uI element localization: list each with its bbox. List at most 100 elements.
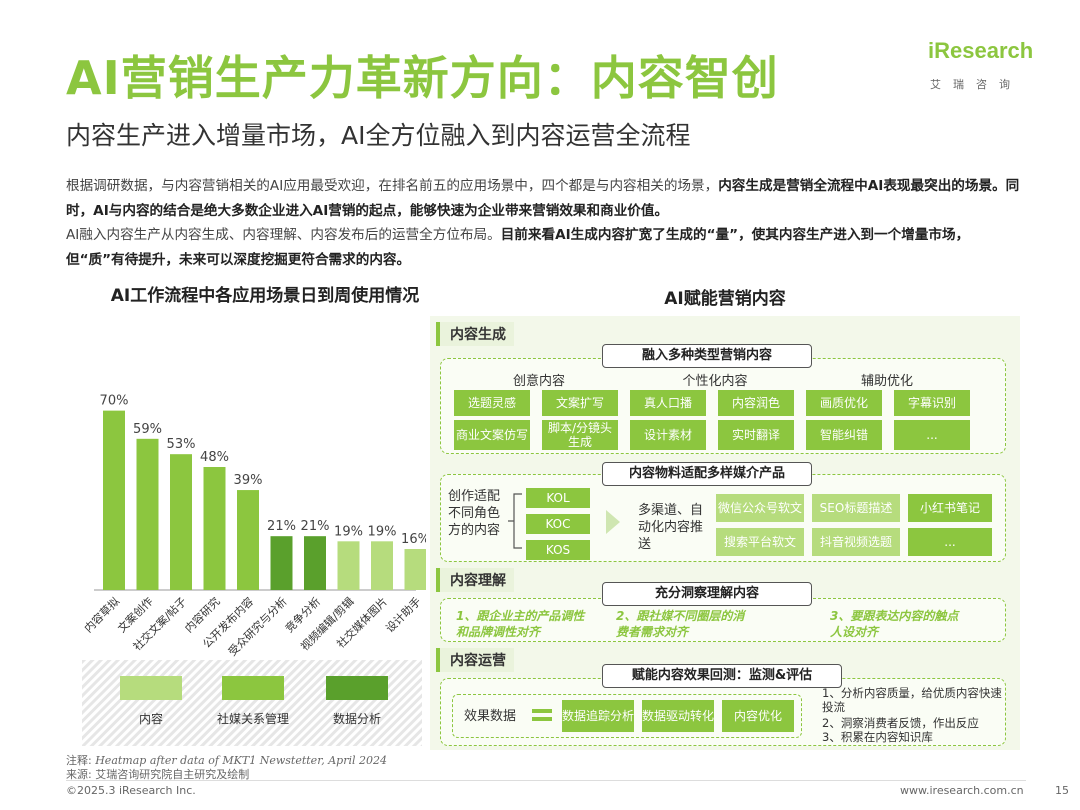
operation-inner-box (452, 694, 802, 738)
bar-9 (371, 541, 393, 590)
operation-pill: 赋能内容效果回测：监测&评估 (602, 664, 842, 688)
col-head-creative: 创意内容 (512, 374, 565, 389)
gen-box-9: 设计素材 (630, 420, 706, 450)
gen-box-12: ... (894, 420, 970, 450)
legend-swatch-content (120, 676, 182, 700)
media-pill: 内容物料适配多样媒介产品 (602, 462, 812, 486)
body-p2: AI融入内容生产从内容生成、内容理解、内容发布后的运营全方位布局。 (66, 227, 501, 243)
logo-sub: 艾瑞咨询 (930, 78, 1022, 91)
chart-title: AI工作流程中各应用场景日到周使用情况 (110, 286, 420, 306)
page-title: AI营销生产力革新方向：内容智创 (66, 51, 779, 105)
operation-box-1: 数据追踪分析 (562, 700, 634, 732)
footnote-note-label: 注释: (66, 754, 92, 767)
page-subtitle: 内容生产进入增量市场，AI全方位融入到内容运营全流程 (66, 121, 691, 150)
operation-box-3: 内容优化 (722, 700, 794, 732)
footer-site: www.iresearch.com.cn (900, 784, 1024, 797)
category-label-10: 设计助手 (383, 594, 424, 635)
operation-left-text: 效果数据 (464, 709, 517, 724)
bar-4 (203, 467, 226, 590)
section-label-understanding: 内容理解 (436, 568, 514, 592)
bar-value-label-6: 21% (267, 519, 296, 534)
bar-value-label-9: 19% (368, 524, 397, 539)
bar-8 (337, 541, 360, 590)
operation-box-2: 数据驱动转化 (642, 700, 714, 732)
bar-value-label-4: 48% (200, 450, 229, 465)
legend-bg (82, 660, 422, 746)
gen-box-1: 选题灵感 (454, 390, 530, 416)
gen-box-7: 商业文案仿写 (454, 420, 530, 450)
operation-note-2: 2、洞察消费者反馈，作出反应 (822, 716, 979, 730)
bar-value-label-8: 19% (334, 524, 363, 539)
gen-box-10: 实时翻译 (718, 420, 794, 450)
category-label-6: 受众研究与分析 (225, 594, 289, 658)
bar-10 (404, 549, 426, 590)
bar-7 (304, 536, 326, 590)
media-box-5: 抖音视频选题 (812, 528, 900, 556)
media-left-text: 创作适配不同角色方的内容 (448, 489, 501, 538)
bar-chart: 70%内容草拟59%文案创作53%社交文案/帖子48%内容研究39%公开发布内容… (81, 394, 426, 659)
understanding-item-3: 3、要跟表达内容的触点人设对齐 (830, 609, 959, 639)
bar-5 (237, 490, 259, 590)
gen-box-2: 文案扩写 (542, 390, 618, 416)
media-box-4: 搜索平台软文 (716, 528, 804, 556)
media-box-6: ... (908, 528, 992, 556)
footer-copyright: ©2025.3 iResearch Inc. (66, 784, 196, 797)
chart-legend: 内容 社媒关系管理 数据分析 (82, 660, 422, 746)
bracket-icon (508, 493, 522, 549)
bar-2 (136, 438, 159, 590)
media-box-2: SEO标题描述 (812, 494, 900, 522)
legend-label-content: 内容 (138, 712, 163, 726)
gen-box-3: 真人口播 (630, 390, 706, 416)
body-p2-bold: 目前来看AI生成内容扩宽了生成的“量”，使其内容生产进入到一个增量市场，但“质”… (66, 227, 970, 268)
right-panel-title: AI赋能营销内容 (664, 289, 786, 309)
bar-value-label-2: 59% (133, 422, 162, 437)
section-label-generation: 内容生成 (436, 322, 514, 346)
bar-value-label-3: 53% (167, 437, 196, 452)
footnote-note-text: Heatmap after data of MKT1 Newstetter, A… (95, 754, 388, 767)
body-paragraph: 根据调研数据，与内容营销相关的AI应用最受欢迎，在排名前五的应用场景中，四个都是… (66, 174, 1026, 272)
footer-divider (66, 780, 1026, 781)
tag-kol: KOL (526, 488, 590, 508)
body-p1-bold: 内容生成是营销全流程中AI表现最突出的场景。同时，AI与内容的结合是绝大多数企业… (66, 178, 1020, 219)
understanding-pill: 充分洞察理解内容 (602, 582, 812, 606)
tag-koc: KOC (526, 514, 590, 534)
arrow-right-icon (606, 510, 620, 534)
category-label-1: 内容草拟 (81, 594, 122, 635)
bar-value-label-7: 21% (301, 519, 330, 534)
section-label-operation: 内容运营 (436, 648, 514, 672)
legend-swatch-data (326, 676, 388, 700)
bar-value-label-1: 70% (100, 394, 129, 409)
operation-note-1: 1、分析内容质量，给优质内容快速投流 (822, 686, 1002, 714)
generation-pill: 融入多种类型营销内容 (602, 344, 812, 368)
ai-marketing-panel: 内容生成 融入多种类型营销内容 创意内容 个性化内容 辅助优化 选题灵感 文案扩… (430, 316, 1020, 750)
media-box-1: 微信公众号软文 (716, 494, 804, 522)
understanding-item-2: 2、跟社媒不同圈层的消费者需求对齐 (616, 609, 745, 639)
legend-swatch-social (222, 676, 284, 700)
footnote-source-text: 艾瑞咨询研究院自主研究及绘制 (95, 768, 250, 781)
bar-3 (170, 454, 192, 590)
understanding-item-1: 1、跟企业主的产品调性和品牌调性对齐 (456, 609, 585, 639)
understanding-box (440, 598, 1006, 642)
footnote-source-label: 来源: (66, 768, 92, 781)
tag-kos: KOS (526, 540, 590, 560)
col-head-personal: 个性化内容 (682, 374, 748, 389)
col-head-assist: 辅助优化 (860, 374, 913, 389)
footnote-source: 来源: 艾瑞咨询研究院自主研究及绘制 (66, 766, 249, 782)
media-box-3: 小红书笔记 (908, 494, 992, 522)
gen-box-8: 脚本/分镜头生成 (542, 420, 618, 450)
iresearch-logo: iResearch 艾瑞咨询 (928, 36, 1048, 96)
bar-6 (270, 536, 293, 590)
body-p1: 根据调研数据，与内容营销相关的AI应用最受欢迎，在排名前五的应用场景中，四个都是… (66, 178, 719, 194)
footnote-note: 注释: Heatmap after data of MKT1 Newstette… (66, 752, 387, 768)
bar-1 (103, 410, 125, 590)
bar-value-label-10: 16% (401, 532, 426, 547)
legend-label-social: 社媒关系管理 (216, 712, 289, 726)
gen-box-5: 画质优化 (806, 390, 882, 416)
operation-note-3: 3、积累在内容知识库 (822, 730, 933, 744)
gen-box-11: 智能纠错 (806, 420, 882, 450)
gen-box-6: 字幕识别 (894, 390, 970, 416)
legend-label-data: 数据分析 (332, 712, 381, 726)
gen-box-4: 内容润色 (718, 390, 794, 416)
media-mid-text: 多渠道、自动化内容推送 (638, 503, 704, 552)
bar-value-label-5: 39% (234, 473, 263, 488)
